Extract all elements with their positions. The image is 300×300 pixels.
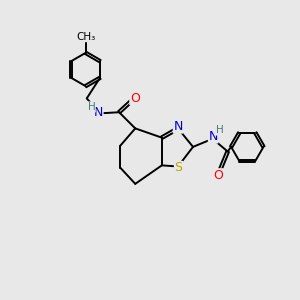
Text: H: H <box>88 102 95 112</box>
Text: N: N <box>173 120 183 133</box>
Text: S: S <box>175 161 182 174</box>
Text: N: N <box>94 106 103 119</box>
Text: O: O <box>214 169 224 182</box>
Text: H: H <box>216 125 224 135</box>
Text: N: N <box>208 130 218 143</box>
Text: O: O <box>130 92 140 105</box>
Text: CH₃: CH₃ <box>76 32 95 42</box>
